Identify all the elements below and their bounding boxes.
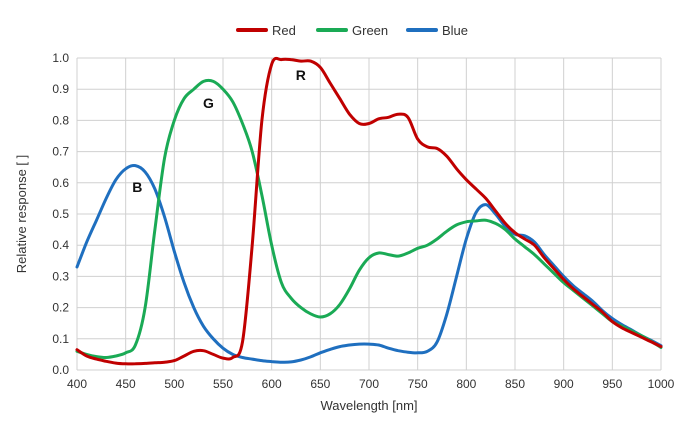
series-lines: [75, 56, 663, 366]
x-tick-label: 550: [213, 377, 233, 391]
legend-label-green: Green: [352, 23, 388, 38]
y-tick-label: 1.0: [52, 51, 69, 65]
y-tick-label: 0.6: [52, 176, 69, 190]
y-axis-ticks: 0.0 0.1 0.2 0.3 0.4 0.5 0.6 0.7 0.8 0.9 1.0: [52, 51, 69, 377]
annotation-b: B: [132, 179, 142, 195]
y-tick-label: 0.0: [52, 363, 69, 377]
series-line-red: [75, 56, 663, 366]
y-tick-label: 0.7: [52, 145, 69, 159]
x-tick-label: 900: [554, 377, 574, 391]
x-tick-label: 750: [408, 377, 428, 391]
y-tick-label: 0.4: [52, 238, 69, 252]
y-axis-title: Relative response [ ]: [14, 155, 29, 274]
x-tick-label: 500: [164, 377, 184, 391]
annotation-g: G: [203, 95, 214, 111]
x-axis-title: Wavelength [nm]: [320, 398, 417, 413]
legend: Red Green Blue: [236, 23, 468, 38]
x-tick-label: 650: [310, 377, 330, 391]
x-tick-label: 600: [262, 377, 282, 391]
x-tick-label: 400: [67, 377, 87, 391]
x-tick-label: 450: [116, 377, 136, 391]
y-tick-label: 0.5: [52, 207, 69, 221]
x-tick-label: 850: [505, 377, 525, 391]
y-tick-label: 0.2: [52, 301, 69, 315]
x-tick-label: 700: [359, 377, 379, 391]
legend-label-blue: Blue: [442, 23, 468, 38]
y-tick-label: 0.1: [52, 332, 69, 346]
legend-label-red: Red: [272, 23, 296, 38]
x-axis-ticks: 400 450 500 550 600 650 700 750 800 850 900 950 1000: [67, 377, 675, 391]
y-tick-label: 0.9: [52, 82, 69, 96]
x-tick-label: 950: [602, 377, 622, 391]
gridlines: [76, 57, 662, 371]
series-line-blue: [75, 163, 663, 364]
x-tick-label: 1000: [648, 377, 675, 391]
series-line-green: [75, 78, 663, 360]
y-tick-label: 0.8: [52, 113, 69, 127]
x-tick-label: 800: [456, 377, 476, 391]
curve-annotations: R G B: [132, 67, 306, 195]
annotation-r: R: [296, 67, 306, 83]
y-tick-label: 0.3: [52, 269, 69, 283]
